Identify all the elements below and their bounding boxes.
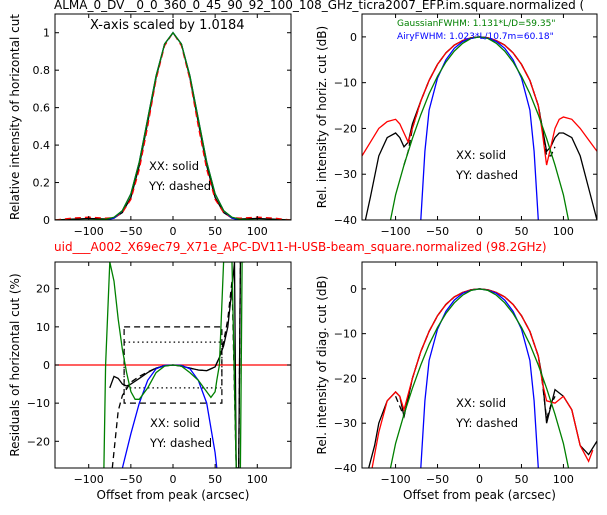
p1-y-tick-label: 0.8 — [33, 64, 51, 77]
p2-fwhm-label: AiryFWHM: 1.023*L/10.7m=60.18" — [397, 32, 554, 42]
p3-x-tick-label: 0 — [170, 473, 177, 486]
p1-series-3 — [55, 31, 291, 220]
p1-x-tick-label: −100 — [74, 225, 104, 238]
p4-y-tick-label: −40 — [334, 462, 357, 475]
top-title: ALMA_0_DV__0_0_360_0_45_90_92_100_108_GH… — [54, 0, 584, 12]
p3-x-tick-label: −50 — [119, 473, 142, 486]
p2-panel: −100 −50 0 50 100 0 −10 −20 −30 −40 Rel. intensity… — [315, 13, 598, 238]
p3-x-tick-label: −100 — [74, 473, 104, 486]
p4-x-tick-label: −100 — [380, 473, 410, 486]
p3-y-tick-label: −10 — [27, 397, 50, 410]
p3-x-axis-label: Offset from peak (arcsec) — [97, 488, 250, 502]
mid-title: uid___A002_X69ec79_X71e_APC-DV11-H-USB-b… — [54, 240, 547, 254]
p2-x-tick-label: −100 — [380, 225, 410, 238]
p4-x-tick-label: 50 — [514, 473, 528, 486]
p1-y-axis-label: Relative intensity of horizontal cut — [8, 14, 22, 220]
p4-x-tick-label: −50 — [426, 473, 449, 486]
p2-y-tick-label: −20 — [334, 122, 357, 135]
p4-series-4 — [389, 288, 570, 468]
p4-x-tick-label: 100 — [553, 473, 574, 486]
p2-y-tick-label: −10 — [334, 77, 357, 90]
p3-y-tick-label: 0 — [43, 359, 50, 372]
p1-x-tick-label: 50 — [208, 225, 222, 238]
p2-legend-text: YY: dashed — [455, 168, 518, 182]
p2-series-4 — [389, 36, 570, 220]
p2-fwhm-label: GaussianFWHM: 1.131*L/D=59.35" — [397, 19, 555, 29]
p1-y-tick-label: 1 — [43, 27, 50, 40]
p2-x-tick-label: −50 — [426, 225, 449, 238]
p4-series-3 — [420, 288, 539, 468]
p2-y-tick-label: 0 — [350, 31, 357, 44]
p1-y-tick-label: 0.2 — [33, 177, 51, 190]
p2-x-tick-label: 100 — [553, 225, 574, 238]
p3-legend-text: XX: solid — [150, 416, 200, 430]
p1-scale-annotation: X-axis scaled by 1.0184 — [90, 18, 245, 33]
p4-x-axis-label: Offset from peak (arcsec) — [403, 488, 556, 502]
p3-legend-text: YY: dashed — [149, 436, 212, 450]
p2-y-axis-label: Rel. intensity of horiz. cut (dB) — [315, 26, 329, 208]
p4-y-tick-label: −30 — [334, 417, 357, 430]
p4-y-tick-label: −10 — [334, 328, 357, 341]
p4-series-2 — [371, 288, 594, 468]
p2-x-tick-label: 50 — [514, 225, 528, 238]
p2-y-tick-label: −40 — [334, 214, 357, 227]
p1-y-tick-label: 0.4 — [33, 139, 51, 152]
p3-y-tick-label: 20 — [36, 283, 50, 296]
p2-legend-text: XX: solid — [456, 148, 506, 162]
p3-y-tick-label: 10 — [36, 321, 50, 334]
p4-y-tick-label: −20 — [334, 372, 357, 385]
p1-legend-text: YY: dashed — [148, 179, 211, 193]
p1-x-tick-label: 100 — [247, 225, 268, 238]
p4-legend-text: YY: dashed — [455, 416, 518, 430]
p1-panel: −100 −50 0 50 100 0 0.2 0.4 0.6 0.8 1 Relative inte… — [8, 13, 292, 238]
p1-x-tick-label: −50 — [119, 225, 142, 238]
p3-series-4 — [103, 262, 245, 468]
p4-x-tick-label: 0 — [476, 473, 483, 486]
p3-x-tick-label: 50 — [208, 473, 222, 486]
p3-x-tick-label: 100 — [247, 473, 268, 486]
p4-y-axis-label: Rel. intensity of diag. cut (dB) — [315, 276, 329, 455]
p3-y-tick-label: −20 — [27, 435, 50, 448]
p4-legend-text: XX: solid — [456, 396, 506, 410]
p2-series-2 — [362, 36, 597, 166]
p4-y-tick-label: 0 — [350, 283, 357, 296]
p1-x-tick-label: 0 — [170, 225, 177, 238]
p2-x-tick-label: 0 — [476, 225, 483, 238]
p3-y-axis-label: Residuals of horizontal cut (%) — [8, 273, 22, 456]
p1-y-tick-label: 0 — [43, 214, 50, 227]
p1-legend-text: XX: solid — [149, 159, 199, 173]
p1-y-tick-label: 0.6 — [33, 102, 51, 115]
p4-panel: −100 −50 0 50 100 0 −10 −20 −30 −40 Rel. intensity… — [315, 261, 598, 502]
p2-y-tick-label: −30 — [334, 168, 357, 181]
